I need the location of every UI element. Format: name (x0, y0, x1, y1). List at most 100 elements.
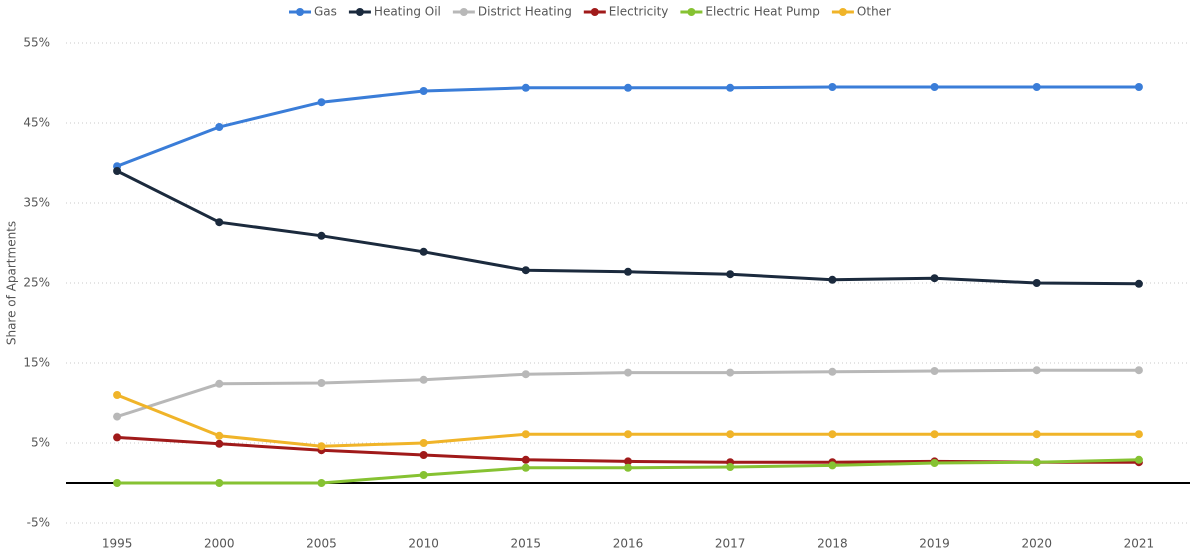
point (726, 270, 735, 279)
x-tick-label: 2005 (306, 537, 337, 551)
legend-label: District Heating (478, 5, 572, 19)
point (521, 83, 530, 92)
point (113, 479, 122, 487)
point (828, 430, 837, 439)
point (828, 83, 837, 91)
y-tick-label: -5% (27, 516, 50, 530)
point (726, 368, 735, 377)
point (624, 463, 632, 472)
point (215, 123, 224, 131)
point (930, 430, 939, 439)
point (419, 87, 428, 95)
line (116, 368, 1139, 419)
x-tick-label: 2010 (408, 537, 439, 551)
legend-marker (355, 8, 364, 16)
x-tick-label: 2015 (511, 537, 542, 551)
y-tick-label: 15% (23, 356, 50, 370)
point (113, 391, 122, 399)
legend-marker (296, 8, 305, 16)
legend-item[interactable]: Other (831, 5, 891, 19)
legend-marker (687, 8, 696, 16)
point (930, 83, 939, 91)
point (624, 83, 632, 92)
point (521, 463, 530, 472)
x-tick-label: 2016 (613, 537, 644, 551)
x-tick-label: 2017 (715, 537, 746, 551)
point (317, 379, 326, 387)
point (828, 367, 837, 376)
point (419, 471, 428, 479)
point (828, 461, 837, 470)
legend-label: Heating Oil (374, 5, 441, 19)
point (215, 379, 224, 388)
y-tick-label: 55% (23, 36, 50, 50)
point (317, 479, 326, 487)
y-tick-label: 5% (31, 436, 50, 450)
point (726, 83, 735, 92)
point (726, 463, 735, 471)
point (930, 274, 939, 283)
point (1134, 83, 1143, 91)
legend-label: Other (857, 5, 891, 19)
x-tick-label: 2020 (1021, 537, 1052, 551)
point (317, 231, 326, 240)
legend-label: Electricity (609, 5, 669, 19)
x-tick-label: 2019 (919, 537, 950, 551)
legend-label: Gas (314, 5, 337, 19)
point (113, 412, 122, 421)
legend-item[interactable]: District Heating (452, 5, 572, 19)
point (1134, 279, 1143, 288)
x-tick-label: 2018 (817, 537, 848, 551)
legend-label: Electric Heat Pump (705, 5, 820, 19)
point (624, 430, 632, 439)
legend-marker (590, 8, 599, 16)
legend-item[interactable]: Heating Oil (348, 5, 441, 19)
line (116, 85, 1139, 168)
point (317, 442, 326, 451)
point (1134, 366, 1143, 375)
y-axis-label: Share of Apartments (5, 221, 19, 345)
x-tick-label: 2021 (1124, 537, 1155, 551)
point (828, 275, 837, 284)
point (215, 431, 224, 440)
point (419, 439, 428, 447)
point (624, 457, 632, 466)
legend-item[interactable]: Electric Heat Pump (680, 5, 820, 19)
x-tick-label: 2000 (204, 537, 235, 551)
point (317, 98, 326, 107)
legend-item[interactable]: Electricity (583, 5, 669, 19)
point (521, 430, 530, 439)
point (521, 370, 530, 379)
legend-marker (838, 8, 847, 16)
point (113, 167, 122, 175)
point (521, 266, 530, 275)
x-tick-label: 1995 (102, 537, 133, 551)
point (1032, 279, 1041, 287)
point (113, 433, 122, 442)
point (215, 479, 224, 487)
line (116, 169, 1139, 286)
point (1032, 366, 1041, 375)
point (1032, 83, 1041, 91)
point (624, 368, 632, 377)
point (726, 430, 735, 439)
y-tick-label: 35% (23, 196, 50, 210)
y-tick-label: 45% (23, 116, 50, 130)
point (215, 439, 224, 448)
point (1134, 430, 1143, 439)
point (624, 267, 632, 276)
point (1032, 458, 1041, 467)
point (419, 247, 428, 256)
point (1134, 455, 1143, 464)
legend-item[interactable]: Gas (289, 5, 337, 19)
point (419, 375, 428, 384)
point (521, 455, 530, 464)
point (930, 367, 939, 375)
line (116, 393, 1139, 448)
point (215, 218, 224, 227)
legend-marker (459, 8, 468, 16)
y-tick-label: 25% (23, 276, 50, 290)
point (930, 459, 939, 467)
point (1032, 430, 1041, 439)
